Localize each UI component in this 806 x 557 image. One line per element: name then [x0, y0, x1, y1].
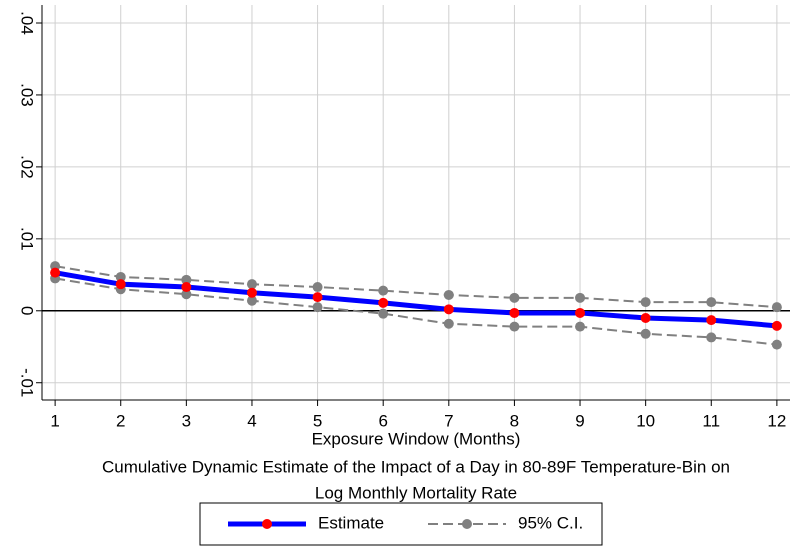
- x-tick-label: 5: [313, 411, 322, 430]
- point: [181, 282, 192, 293]
- point: [706, 315, 717, 326]
- legend-marker: [262, 519, 272, 529]
- x-tick-label: 9: [575, 411, 584, 430]
- series-line: [54, 270, 778, 329]
- x-tick-label: 1: [50, 411, 59, 430]
- point: [706, 332, 717, 343]
- note-line: Cumulative Dynamic Estimate of the Impac…: [102, 457, 730, 476]
- point: [312, 302, 323, 313]
- y-tick-label: 0: [18, 306, 37, 315]
- x-tick-label: 2: [116, 411, 125, 430]
- point: [575, 307, 586, 318]
- y-tick-label: .04: [18, 11, 37, 35]
- x-tick-label: 10: [636, 411, 655, 430]
- point: [575, 292, 586, 303]
- x-tick-label: 3: [182, 411, 191, 430]
- y-tick-label: .02: [18, 155, 37, 179]
- point: [378, 285, 389, 296]
- legend-marker: [462, 519, 472, 529]
- point: [378, 297, 389, 308]
- note-line: Log Monthly Mortality Rate: [315, 483, 517, 502]
- series-line: [54, 265, 777, 309]
- point: [575, 321, 586, 332]
- point: [246, 287, 257, 298]
- x-axis-title: Exposure Window (Months): [312, 429, 521, 448]
- x-tick-label: 12: [767, 411, 786, 430]
- series-line: [54, 277, 777, 346]
- point: [443, 318, 454, 329]
- point: [312, 282, 323, 293]
- point: [640, 297, 651, 308]
- point: [50, 267, 61, 278]
- point: [640, 328, 651, 339]
- point: [181, 289, 192, 300]
- y-tick-label: .01: [18, 227, 37, 251]
- point: [312, 292, 323, 303]
- point: [706, 297, 717, 308]
- point: [115, 271, 126, 282]
- point: [246, 279, 257, 290]
- x-tick-label: 6: [378, 411, 387, 430]
- point: [509, 321, 520, 332]
- point: [771, 302, 782, 313]
- point: [640, 312, 651, 323]
- legend-label: Estimate: [318, 513, 384, 532]
- point: [771, 320, 782, 331]
- point: [509, 307, 520, 318]
- y-tick-label: .03: [18, 83, 37, 107]
- point: [246, 295, 257, 306]
- point: [181, 274, 192, 285]
- x-tick-label: 11: [702, 411, 720, 430]
- point: [509, 292, 520, 303]
- x-tick-label: 7: [444, 411, 453, 430]
- legend-label: 95% C.I.: [518, 513, 583, 532]
- point: [115, 279, 126, 290]
- x-tick-label: 8: [510, 411, 519, 430]
- point: [771, 339, 782, 350]
- y-tick-label: -.01: [18, 368, 37, 397]
- point: [378, 308, 389, 319]
- x-tick-label: 4: [247, 411, 256, 430]
- point: [443, 304, 454, 315]
- point: [443, 289, 454, 300]
